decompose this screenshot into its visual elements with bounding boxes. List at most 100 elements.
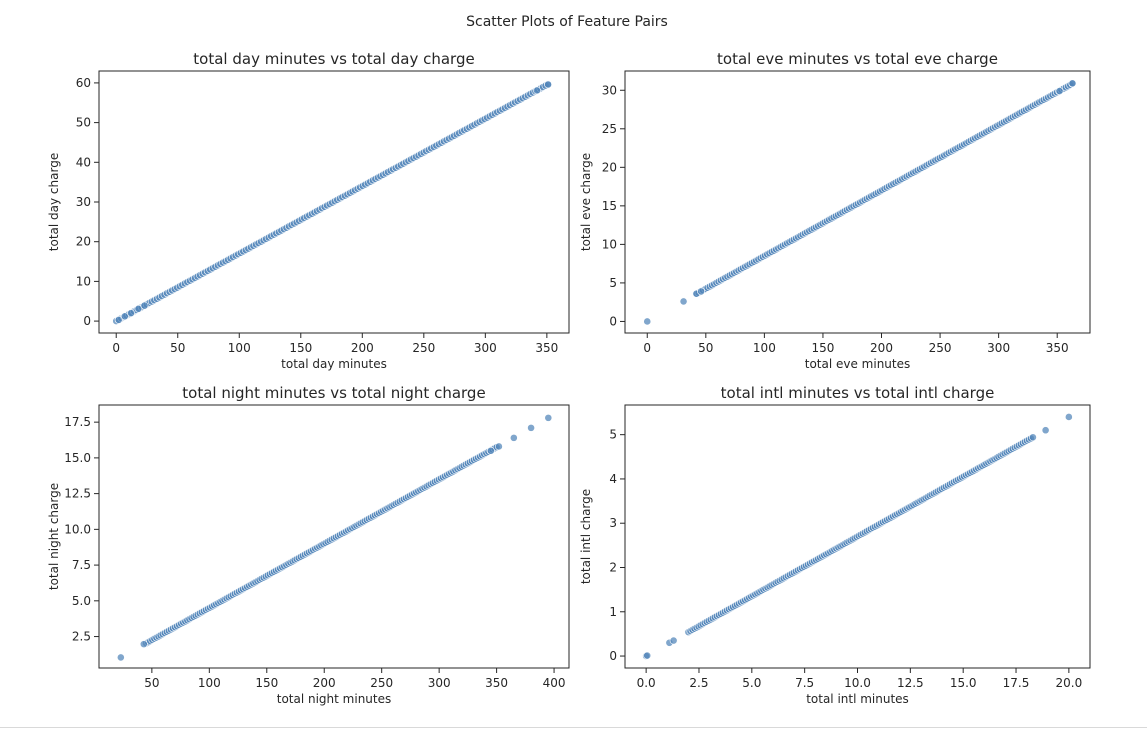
y-tick-label: 1	[609, 605, 617, 619]
y-tick-label: 15.0	[64, 451, 91, 465]
x-tick-label: 350	[485, 676, 508, 690]
scatter-point	[1068, 79, 1077, 88]
scatter-point	[120, 312, 129, 321]
x-tick-label: 7.5	[795, 676, 814, 690]
scatter-point	[1064, 413, 1073, 421]
axes-frame	[98, 404, 570, 669]
scatter-point	[139, 640, 148, 649]
x-tick-label: 12.5	[897, 676, 924, 690]
y-tick-label: 20	[76, 235, 91, 249]
y-tick-label: 12.5	[64, 487, 91, 501]
x-tick-label: 0.0	[637, 676, 656, 690]
x-axis-label: total eve minutes	[805, 357, 911, 371]
y-tick-label: 2.5	[72, 630, 91, 644]
scatter-point	[679, 297, 688, 306]
x-tick-label: 15.0	[950, 676, 977, 690]
axes-frame	[624, 70, 1091, 334]
bottom-divider	[0, 727, 1147, 728]
scatter-panel-1: total day minutes vs total day charge 0 50…	[47, 50, 570, 371]
scatter-point	[1029, 433, 1037, 442]
x-tick-label: 250	[412, 341, 435, 355]
scatter-point	[544, 413, 553, 422]
y-tick-label: 5	[609, 276, 617, 290]
y-tick-label: 50	[76, 116, 91, 130]
y-tick-label: 17.5	[64, 415, 91, 429]
y-tick-label: 0	[609, 649, 617, 663]
scatter-point	[669, 636, 678, 645]
x-tick-label: 2.5	[689, 676, 708, 690]
y-tick-label: 7.5	[72, 558, 91, 572]
x-axis-label: total day minutes	[281, 357, 387, 371]
scatter-point	[697, 287, 706, 296]
y-tick-label: 40	[76, 155, 91, 169]
y-tick-label: 10.0	[64, 522, 91, 536]
x-tick-label: 350	[535, 341, 558, 355]
scatter-panel-4: total intl minutes vs total intl charge 0…	[579, 384, 1091, 706]
panel-title: total day minutes vs total day charge	[193, 50, 474, 68]
x-tick-label: 250	[929, 341, 952, 355]
y-tick-label: 5	[609, 428, 617, 442]
x-tick-label: 0	[643, 341, 651, 355]
scatter-point	[134, 304, 143, 313]
scatter-point	[533, 86, 541, 95]
x-tick-label: 300	[474, 341, 497, 355]
x-tick-label: 100	[753, 341, 776, 355]
y-axis-label: total night charge	[47, 483, 61, 590]
y-tick-label: 10	[602, 237, 617, 251]
scatter-point	[1041, 426, 1050, 435]
y-tick-label: 3	[609, 516, 617, 530]
scatter-point	[643, 317, 652, 326]
y-tick-label: 30	[602, 83, 617, 97]
x-tick-label: 250	[370, 676, 393, 690]
x-tick-label: 300	[428, 676, 451, 690]
x-axis-label: total intl minutes	[806, 692, 909, 706]
y-axis-label: total intl charge	[579, 489, 593, 584]
x-tick-label: 100	[228, 341, 251, 355]
x-tick-label: 150	[811, 341, 834, 355]
scatter-point	[140, 301, 149, 310]
y-tick-label: 0	[83, 314, 91, 328]
x-tick-label: 200	[351, 341, 374, 355]
y-tick-label: 20	[602, 160, 617, 174]
scatter-point	[509, 433, 518, 442]
y-tick-label: 25	[602, 122, 617, 136]
x-tick-label: 350	[1046, 341, 1069, 355]
scatter-point	[486, 446, 495, 455]
scatter-point	[127, 309, 135, 318]
scatter-point	[527, 423, 535, 432]
panel-title: total intl minutes vs total intl charge	[721, 384, 995, 402]
scatter-point	[495, 442, 503, 451]
y-axis-label: total day charge	[47, 153, 61, 251]
axes-frame	[624, 404, 1091, 669]
x-tick-label: 0	[112, 341, 120, 355]
panel-title: total eve minutes vs total eve charge	[717, 50, 998, 68]
y-tick-label: 30	[76, 195, 91, 209]
x-tick-label: 300	[987, 341, 1010, 355]
scatter-point	[1055, 87, 1064, 95]
scatter-point	[544, 80, 552, 89]
x-tick-label: 5.0	[742, 676, 761, 690]
y-axis-label: total eve charge	[579, 153, 593, 251]
y-tick-label: 15	[602, 199, 617, 213]
y-tick-label: 60	[76, 76, 91, 90]
y-tick-label: 10	[76, 274, 91, 288]
x-tick-label: 200	[313, 676, 336, 690]
x-tick-label: 100	[198, 676, 221, 690]
scatter-point	[116, 653, 125, 662]
panel-title: total night minutes vs total night charg…	[182, 384, 485, 402]
x-tick-label: 200	[870, 341, 893, 355]
y-tick-label: 2	[609, 560, 617, 574]
scatter-panel-3: total night minutes vs total night charg…	[47, 384, 570, 706]
y-tick-label: 0	[609, 314, 617, 328]
x-axis-label: total night minutes	[277, 692, 392, 706]
x-tick-label: 10.0	[844, 676, 871, 690]
x-tick-label: 17.5	[1003, 676, 1030, 690]
x-tick-label: 50	[698, 341, 713, 355]
y-tick-label: 4	[609, 472, 617, 486]
scatter-point	[114, 315, 123, 324]
x-tick-label: 150	[255, 676, 278, 690]
axes-frame	[98, 70, 570, 334]
